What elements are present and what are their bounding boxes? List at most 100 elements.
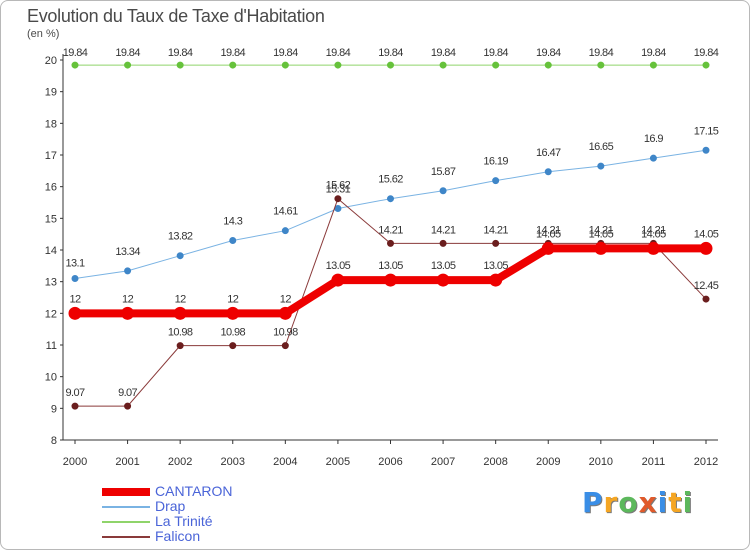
data-point-falicon bbox=[439, 239, 447, 247]
data-point-cantaron bbox=[594, 241, 608, 255]
data-label-drap: 13.82 bbox=[168, 231, 193, 243]
data-point-la-trinit- bbox=[649, 61, 657, 69]
legend-label-la-trinit-: La Trinité bbox=[155, 513, 213, 529]
legend-swatch-la-trinit- bbox=[102, 521, 150, 523]
data-label-drap: 16.65 bbox=[589, 141, 614, 153]
data-label-cantaron: 14.05 bbox=[694, 228, 719, 240]
legend-label-drap: Drap bbox=[155, 498, 186, 514]
data-point-la-trinit- bbox=[597, 61, 605, 69]
data-label-cantaron: 13.05 bbox=[483, 260, 508, 272]
data-label-la-trinit-: 19.84 bbox=[326, 47, 351, 59]
data-point-cantaron bbox=[68, 306, 82, 320]
data-point-drap bbox=[702, 146, 710, 154]
data-point-cantaron bbox=[384, 273, 397, 287]
y-tick-label: 14 bbox=[45, 245, 57, 257]
data-point-la-trinit- bbox=[702, 61, 710, 69]
data-label-drap: 15.31 bbox=[326, 184, 351, 196]
data-point-drap bbox=[229, 237, 237, 244]
logo-letter: o bbox=[618, 486, 639, 519]
data-point-cantaron bbox=[436, 273, 450, 287]
data-label-la-trinit-: 19.84 bbox=[168, 47, 193, 59]
legend-swatch-cantaron bbox=[102, 488, 150, 496]
data-point-cantaron bbox=[646, 241, 660, 255]
data-label-drap: 16.9 bbox=[644, 133, 663, 145]
x-tick-label: 2000 bbox=[63, 456, 87, 468]
data-point-cantaron bbox=[121, 306, 135, 320]
data-label-la-trinit-: 19.84 bbox=[483, 47, 508, 59]
y-unit-label: (en %) bbox=[27, 28, 60, 40]
logo-letter: t bbox=[668, 486, 683, 519]
data-point-falicon bbox=[176, 342, 184, 350]
data-label-falicon: 14.21 bbox=[589, 224, 614, 236]
x-tick-label: 2003 bbox=[221, 456, 245, 468]
data-label-cantaron: 12 bbox=[280, 293, 292, 305]
data-label-drap: 13.34 bbox=[115, 246, 140, 258]
y-tick-label: 17 bbox=[45, 150, 57, 162]
y-tick-label: 19 bbox=[45, 87, 57, 99]
data-point-cantaron bbox=[699, 241, 713, 255]
data-point-cantaron bbox=[541, 241, 555, 255]
data-point-cantaron bbox=[278, 306, 292, 320]
data-point-falicon bbox=[387, 239, 394, 247]
data-point-falicon bbox=[71, 402, 79, 410]
data-label-cantaron: 12 bbox=[227, 293, 239, 305]
data-point-drap bbox=[176, 252, 184, 260]
data-point-drap bbox=[334, 205, 342, 213]
data-point-drap bbox=[387, 195, 394, 203]
logo-letter: i bbox=[657, 486, 669, 519]
y-tick-label: 12 bbox=[45, 308, 57, 320]
data-point-la-trinit- bbox=[492, 61, 500, 69]
data-label-falicon: 14.21 bbox=[536, 224, 561, 236]
legend-label-falicon: Falicon bbox=[155, 528, 201, 544]
data-label-drap: 16.47 bbox=[536, 147, 561, 159]
x-tick-label: 2012 bbox=[694, 456, 718, 468]
data-label-falicon: 14.21 bbox=[431, 224, 456, 236]
logo-letter: r bbox=[603, 486, 619, 519]
data-point-drap bbox=[71, 275, 79, 282]
x-tick-label: 2011 bbox=[642, 456, 666, 468]
logo-letter: x bbox=[638, 486, 658, 519]
data-label-drap: 17.15 bbox=[694, 125, 719, 137]
data-point-drap bbox=[439, 187, 447, 195]
chart-title: Evolution du Taux de Taxe d'Habitation bbox=[27, 6, 325, 26]
data-label-falicon: 15.62 bbox=[326, 180, 351, 192]
legend-swatch-drap bbox=[102, 506, 150, 508]
data-point-drap bbox=[124, 267, 132, 275]
data-point-drap bbox=[492, 177, 500, 185]
data-point-la-trinit- bbox=[229, 61, 237, 69]
data-label-drap: 13.1 bbox=[65, 258, 84, 270]
y-tick-label: 11 bbox=[46, 340, 57, 352]
x-tick-label: 2004 bbox=[273, 456, 297, 468]
data-label-cantaron: 12 bbox=[69, 293, 81, 305]
data-label-falicon: 12.45 bbox=[694, 280, 719, 292]
logo-letter: P bbox=[582, 486, 604, 519]
x-tick-label: 2006 bbox=[378, 456, 402, 468]
data-point-la-trinit- bbox=[544, 61, 552, 69]
data-label-cantaron: 14.05 bbox=[589, 228, 614, 240]
data-label-la-trinit-: 19.84 bbox=[378, 47, 403, 59]
x-tick-label: 2010 bbox=[589, 456, 613, 468]
data-label-la-trinit-: 19.84 bbox=[63, 47, 88, 59]
x-tick-label: 2001 bbox=[115, 456, 139, 468]
data-label-la-trinit-: 19.84 bbox=[431, 47, 456, 59]
data-label-cantaron: 13.05 bbox=[326, 260, 351, 272]
data-point-cantaron bbox=[489, 273, 503, 287]
data-point-cantaron bbox=[226, 306, 240, 320]
data-label-drap: 14.61 bbox=[273, 206, 298, 218]
data-point-la-trinit- bbox=[387, 61, 394, 69]
data-point-la-trinit- bbox=[124, 61, 132, 69]
data-point-falicon bbox=[334, 195, 342, 203]
data-label-la-trinit-: 19.84 bbox=[589, 47, 614, 59]
data-point-falicon bbox=[492, 239, 500, 247]
legend-label-cantaron: CANTARON bbox=[155, 483, 233, 499]
x-tick-label: 2009 bbox=[536, 456, 560, 468]
data-label-falicon: 14.21 bbox=[641, 224, 666, 236]
legend-swatch-falicon bbox=[102, 536, 150, 538]
data-label-falicon: 14.21 bbox=[378, 224, 403, 236]
data-label-drap: 16.19 bbox=[483, 156, 508, 168]
data-label-la-trinit-: 19.84 bbox=[220, 47, 245, 59]
data-point-la-trinit- bbox=[439, 61, 447, 69]
data-label-falicon: 10.98 bbox=[220, 327, 245, 339]
